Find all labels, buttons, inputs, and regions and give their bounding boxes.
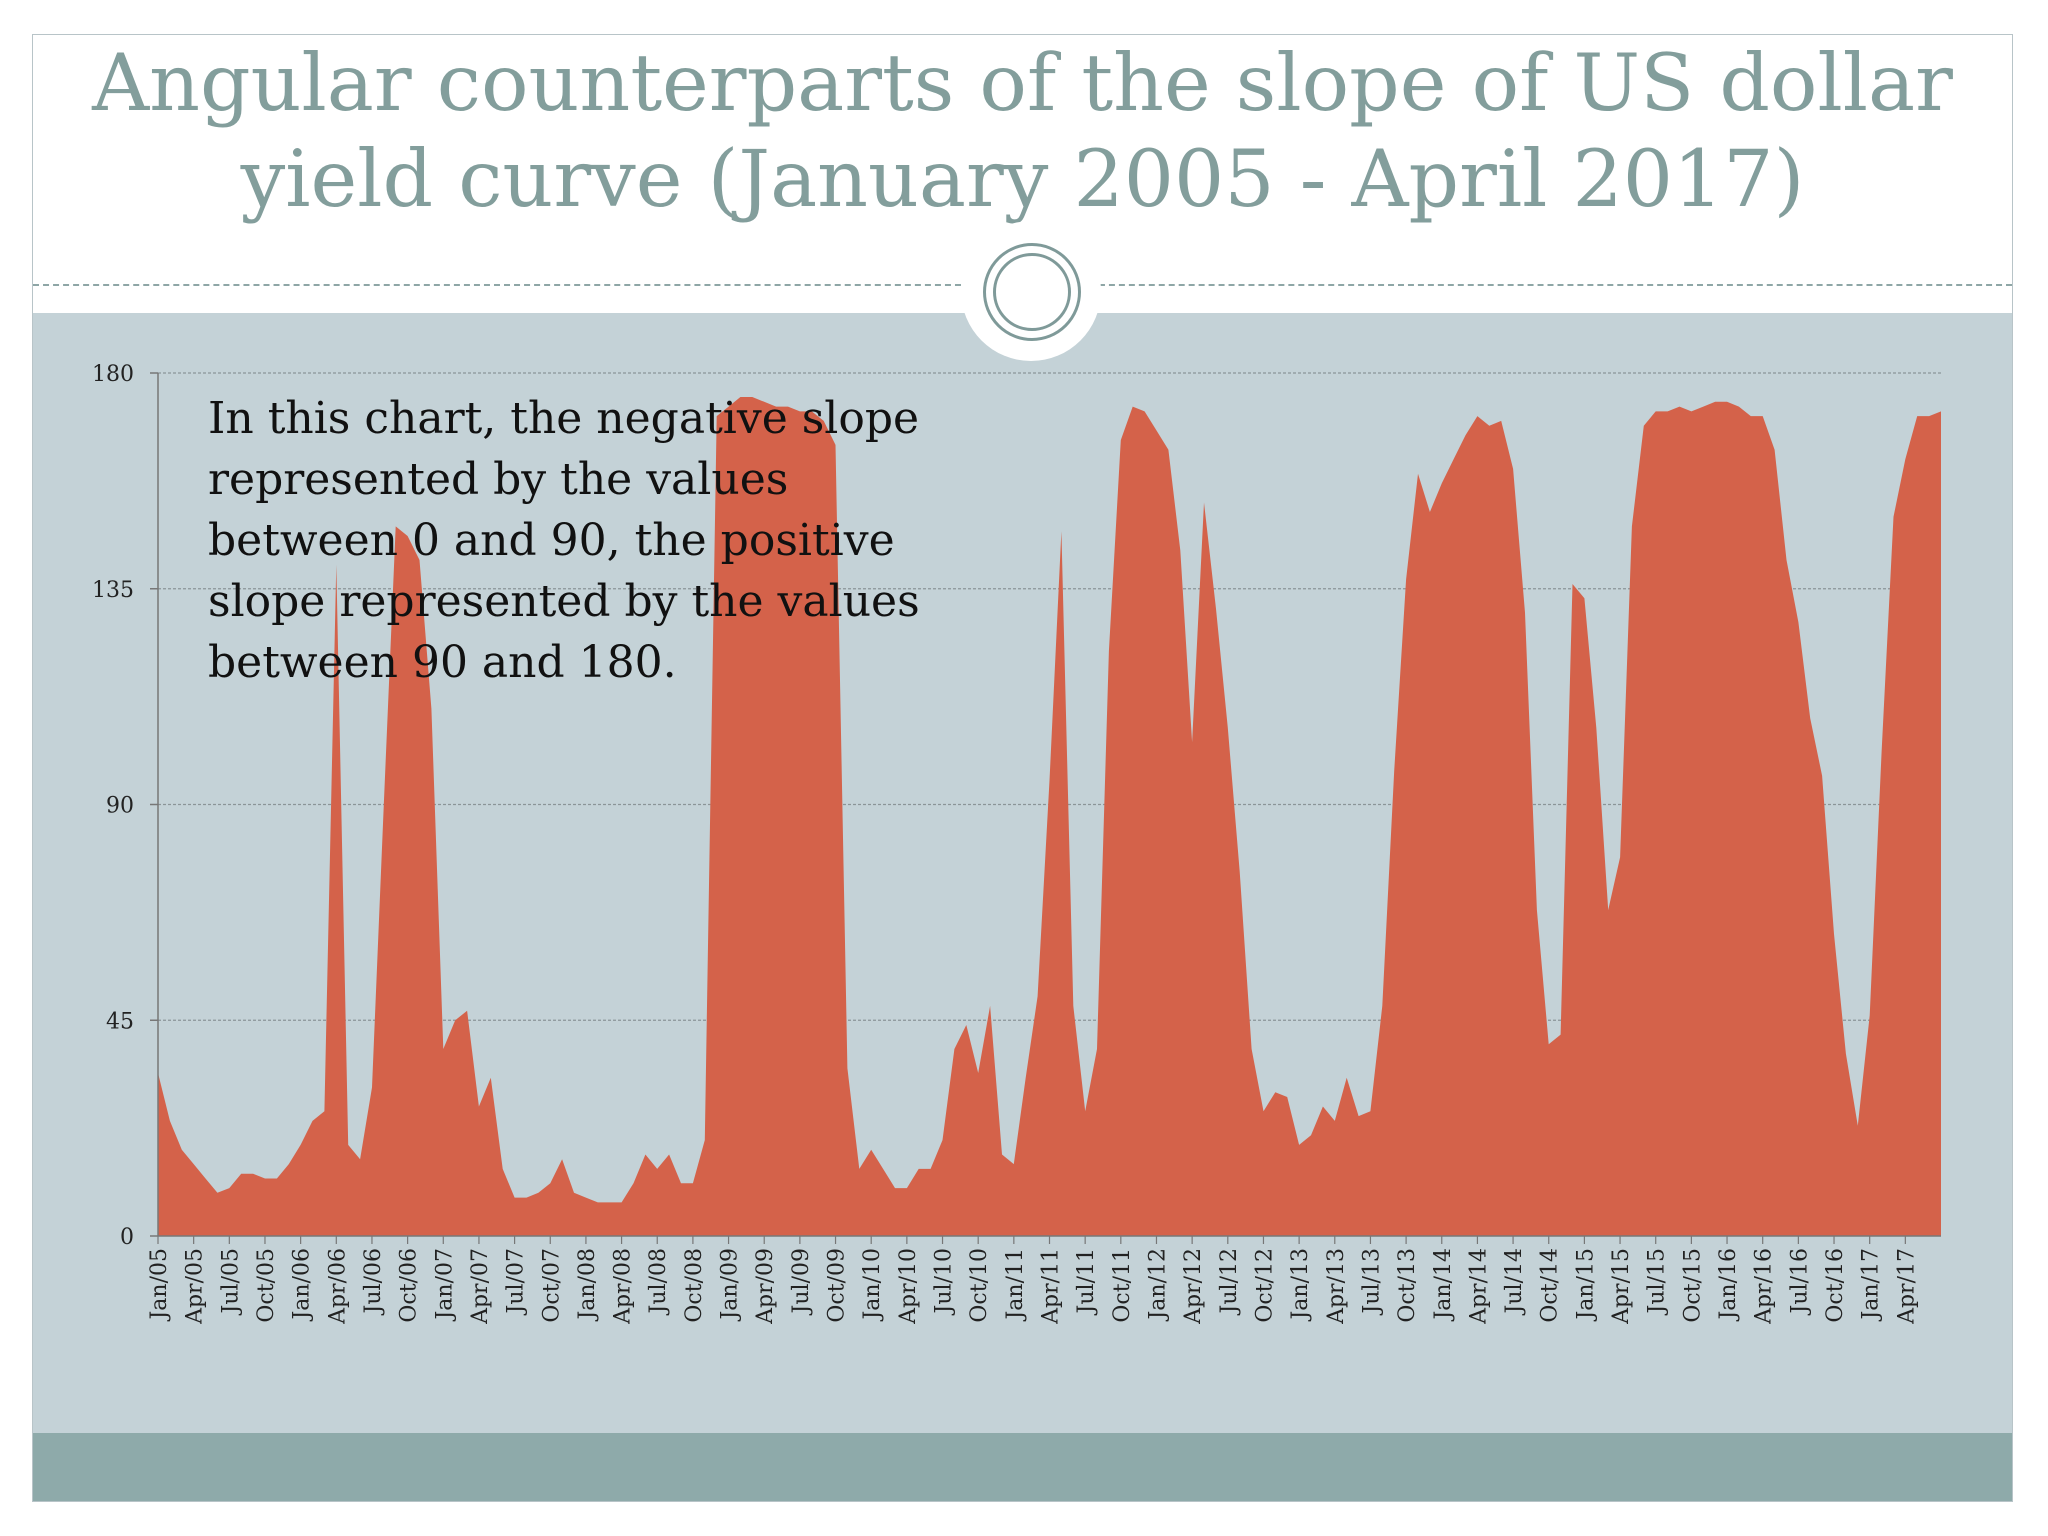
x-tick-label: Apr/16	[1752, 1248, 1777, 1325]
x-tick-label: Oct/16	[1823, 1248, 1848, 1323]
x-tick-label: Jul/08	[646, 1248, 671, 1315]
x-tick-label: Apr/10	[896, 1248, 921, 1325]
x-tick-label: Apr/12	[1181, 1248, 1206, 1325]
y-tick-label: 0	[120, 1225, 134, 1250]
x-tick-label: Apr/05	[183, 1248, 208, 1325]
x-tick-label: Jan/11	[1003, 1248, 1028, 1322]
title-line-2: yield curve (January 2005 - April 2017)	[240, 133, 1805, 225]
x-tick-label: Jan/10	[860, 1248, 885, 1322]
x-tick-label: Jan/15	[1573, 1248, 1598, 1322]
x-tick-label: Oct/07	[539, 1248, 564, 1323]
x-tick-label: Jan/14	[1431, 1248, 1456, 1322]
x-tick-label: Oct/14	[1538, 1248, 1563, 1323]
y-tick-label: 90	[106, 794, 134, 819]
x-tick-label: Apr/14	[1466, 1248, 1491, 1325]
x-tick-label: Oct/06	[397, 1248, 422, 1323]
y-tick-label: 180	[92, 362, 134, 387]
x-tick-label: Jul/11	[1074, 1248, 1099, 1315]
x-tick-label: Jan/08	[575, 1248, 600, 1322]
x-tick-label: Jul/10	[932, 1248, 957, 1315]
x-tick-label: Jan/07	[432, 1248, 457, 1322]
slide-title: Angular counterparts of the slope of US …	[33, 35, 2012, 285]
x-tick-label: Jan/06	[290, 1248, 315, 1322]
x-tick-label: Jul/07	[504, 1248, 529, 1315]
x-tick-label: Apr/13	[1324, 1248, 1349, 1325]
title-line-1: Angular counterparts of the slope of US …	[92, 37, 1953, 129]
x-tick-label: Oct/10	[967, 1248, 992, 1323]
title-divider-right	[1089, 284, 2012, 286]
y-axis-tick-labels: 0 45 90 135 180	[92, 362, 134, 1250]
footer-band	[33, 1433, 2012, 1501]
series-area	[158, 397, 1941, 1236]
x-tick-label: Jul/15	[1645, 1248, 1670, 1315]
x-tick-label: Apr/09	[753, 1248, 778, 1325]
x-tick-label: Oct/15	[1680, 1248, 1705, 1323]
x-tick-label: Oct/12	[1252, 1248, 1277, 1323]
x-tick-label: Oct/05	[254, 1248, 279, 1323]
y-tick-label: 135	[92, 578, 134, 603]
x-tick-label: Oct/09	[825, 1248, 850, 1323]
x-tick-label: Jul/12	[1217, 1248, 1242, 1315]
x-tick-label: Jul/09	[789, 1248, 814, 1315]
area-series	[158, 397, 1941, 1236]
title-divider-left	[33, 284, 971, 286]
x-tick-label: Apr/06	[325, 1248, 350, 1325]
x-tick-label: Jan/05	[147, 1248, 172, 1322]
x-axis-tick-labels: Jan/05 Apr/05 Jul/05 Oct/05 Jan/06 Apr/06 Jul/…	[147, 1248, 1919, 1325]
x-tick-label: Jan/13	[1288, 1248, 1313, 1322]
x-tick-label: Jul/13	[1359, 1248, 1384, 1315]
x-tick-label: Apr/11	[1039, 1248, 1064, 1325]
x-tick-label: Jan/12	[1145, 1248, 1170, 1322]
x-tick-label: Apr/15	[1609, 1248, 1634, 1325]
y-tick-label: 45	[106, 1009, 134, 1034]
x-tick-label: Jul/16	[1787, 1248, 1812, 1315]
x-tick-label: Oct/11	[1110, 1248, 1135, 1323]
x-tick-label: Apr/17	[1894, 1248, 1919, 1325]
x-tick-label: Apr/08	[611, 1248, 636, 1325]
circle-ornament-icon	[961, 221, 1101, 361]
x-tick-label: Jul/06	[361, 1248, 386, 1315]
x-tick-label: Jul/14	[1502, 1248, 1527, 1315]
x-tick-label: Apr/07	[468, 1248, 493, 1325]
chart-annotation: In this chart, the negative slope repres…	[208, 393, 920, 688]
x-tick-label: Jan/09	[718, 1248, 743, 1322]
x-tick-label: Jan/16	[1716, 1248, 1741, 1322]
x-tick-label: Oct/13	[1395, 1248, 1420, 1323]
x-tick-label: Jan/17	[1859, 1248, 1884, 1322]
axes	[150, 372, 1941, 1244]
x-tick-label: Oct/08	[682, 1248, 707, 1323]
x-tick-label: Jul/05	[218, 1248, 243, 1315]
